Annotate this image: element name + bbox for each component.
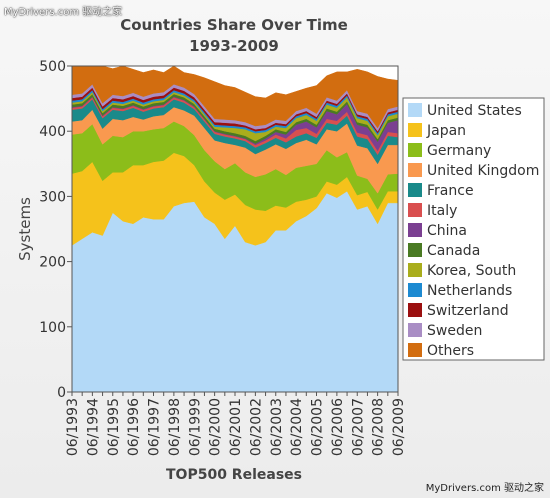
legend-swatch (408, 183, 422, 197)
x-tick-label: 06/2000 (208, 398, 224, 456)
x-tick-label: 06/2007 (350, 398, 366, 456)
legend-label: Japan (426, 123, 466, 139)
x-tick-label: 06/1994 (85, 398, 101, 456)
x-tick-label: 06/1995 (106, 398, 122, 456)
legend-label: Germany (427, 143, 491, 159)
legend-swatch (408, 163, 422, 177)
x-tick-label: 06/1998 (167, 398, 183, 456)
x-axis-label: TOP500 Releases (166, 467, 302, 483)
x-tick-label: 06/2004 (289, 398, 305, 456)
area-layers (71, 65, 399, 393)
y-tick-label: 100 (39, 320, 66, 336)
chart-subtitle: 1993-2009 (189, 37, 279, 55)
legend-swatch (408, 143, 422, 157)
x-tick-label: 06/2008 (371, 398, 387, 456)
legend-swatch (408, 323, 422, 337)
legend-swatch (408, 103, 422, 117)
watermark-top: MyDrivers.com 驱动之家 (4, 7, 123, 18)
legend-label: Switzerland (427, 303, 509, 319)
legend-swatch (408, 283, 422, 297)
y-tick-label: 500 (39, 59, 66, 75)
legend-label: Sweden (427, 323, 482, 339)
legend-label: Korea, South (427, 263, 516, 279)
x-tick-label: 06/2002 (248, 398, 264, 456)
y-axis: 0 100 200 300 400 500 (39, 59, 72, 401)
legend-label: United States (427, 103, 522, 119)
x-axis: 06/1993 06/1994 06/1995 06/1996 06/1997 06/19… (65, 392, 407, 456)
x-tick-label: 06/2006 (330, 398, 346, 456)
legend-swatch (408, 203, 422, 217)
x-tick-label: 06/2003 (269, 398, 285, 456)
x-tick-label: 06/1996 (126, 398, 142, 456)
legend-label: United Kingdom (427, 163, 539, 179)
x-tick-label: 06/1993 (65, 398, 81, 456)
chart-title: Countries Share Over Time (120, 16, 348, 34)
y-tick-label: 0 (57, 385, 66, 401)
legend-label: Italy (427, 203, 457, 219)
legend-swatch (408, 243, 422, 257)
x-tick-label: 06/1997 (147, 398, 163, 456)
y-tick-label: 400 (39, 124, 66, 140)
legend-swatch (408, 343, 422, 357)
legend-swatch (408, 223, 422, 237)
x-tick-label: 06/2009 (391, 398, 407, 456)
legend-label: Netherlands (427, 283, 512, 299)
legend-label: France (427, 183, 474, 199)
x-tick-label: 06/2005 (310, 398, 326, 456)
legend-label: China (427, 223, 467, 239)
legend-label: Canada (427, 243, 480, 259)
y-axis-label: Systems (16, 197, 34, 261)
legend-swatch (408, 303, 422, 317)
y-tick-label: 200 (39, 255, 66, 271)
x-tick-label: 06/1999 (187, 398, 203, 456)
x-tick-label: 06/2001 (228, 398, 244, 456)
y-tick-label: 300 (39, 189, 66, 205)
legend-swatch (408, 123, 422, 137)
legend: United States Japan Germany United Kingdom F… (402, 97, 545, 361)
watermark-bottom: MyDrivers.com 驱动之家 (425, 483, 544, 494)
legend-box (402, 97, 545, 361)
legend-label: Others (427, 343, 474, 359)
legend-swatch (408, 263, 422, 277)
